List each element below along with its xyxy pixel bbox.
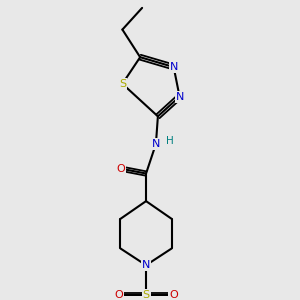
Text: N: N [152,139,160,149]
Text: O: O [169,290,178,300]
Text: N: N [169,62,178,72]
Text: S: S [119,79,126,89]
Text: O: O [114,290,123,300]
Text: H: H [166,136,174,146]
Text: N: N [176,92,184,102]
Text: N: N [142,260,150,270]
Text: O: O [116,164,125,174]
Text: S: S [142,290,150,300]
